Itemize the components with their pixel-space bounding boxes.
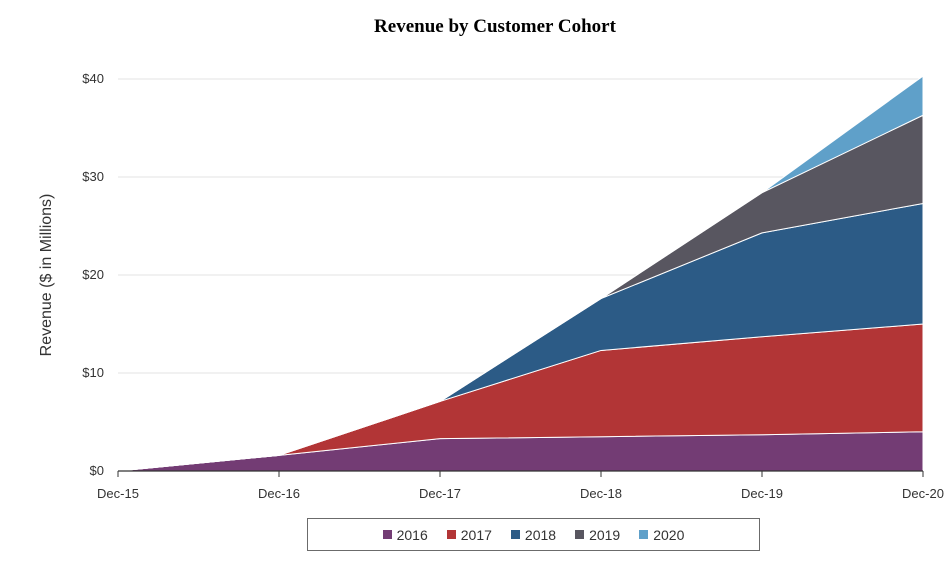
y-tick-label: $10	[82, 365, 104, 380]
y-tick-label: $40	[82, 71, 104, 86]
y-tick-label: $0	[90, 463, 104, 478]
legend-item-2017: 2017	[446, 526, 492, 543]
legend-label: 2018	[524, 526, 557, 543]
legend-item-2018: 2018	[510, 526, 557, 543]
legend-item-2016: 2016	[382, 526, 428, 543]
y-tick-label: $20	[82, 267, 104, 282]
x-tick-label: Dec-15	[97, 486, 139, 501]
area-2020	[117, 75, 924, 472]
chart-legend: 2016 2017 2018 2019 2020	[307, 518, 760, 551]
x-tick-label: Dec-17	[419, 486, 461, 501]
y-axis-label: Revenue ($ in Millions)	[38, 194, 55, 357]
chart-title: Revenue by Customer Cohort	[374, 16, 616, 37]
legend-swatch	[446, 530, 456, 539]
legend-label: 2016	[396, 526, 428, 543]
legend-item-2020: 2020	[639, 527, 684, 543]
x-tick-label: Dec-19	[741, 486, 783, 501]
x-tick-labels: Dec-15 Dec-16 Dec-17 Dec-18 Dec-19 Dec-20	[97, 486, 944, 501]
y-tick-labels: $0 $10 $20 $30 $40	[82, 71, 104, 478]
y-tick-label: $30	[82, 169, 104, 184]
legend-swatch	[575, 530, 585, 539]
axes	[117, 470, 924, 477]
legend-swatch	[510, 530, 520, 539]
legend-label: 2017	[460, 526, 492, 543]
legend-item-2019: 2019	[575, 527, 620, 543]
x-tick-label: Dec-16	[258, 486, 300, 501]
legend-swatch	[382, 530, 392, 539]
legend-label: 2019	[589, 526, 621, 543]
area-series	[117, 75, 924, 472]
x-tick-label: Dec-20	[902, 486, 944, 501]
legend-label: 2020	[653, 526, 685, 543]
legend-swatch	[639, 530, 649, 539]
x-tick-label: Dec-18	[580, 486, 622, 501]
